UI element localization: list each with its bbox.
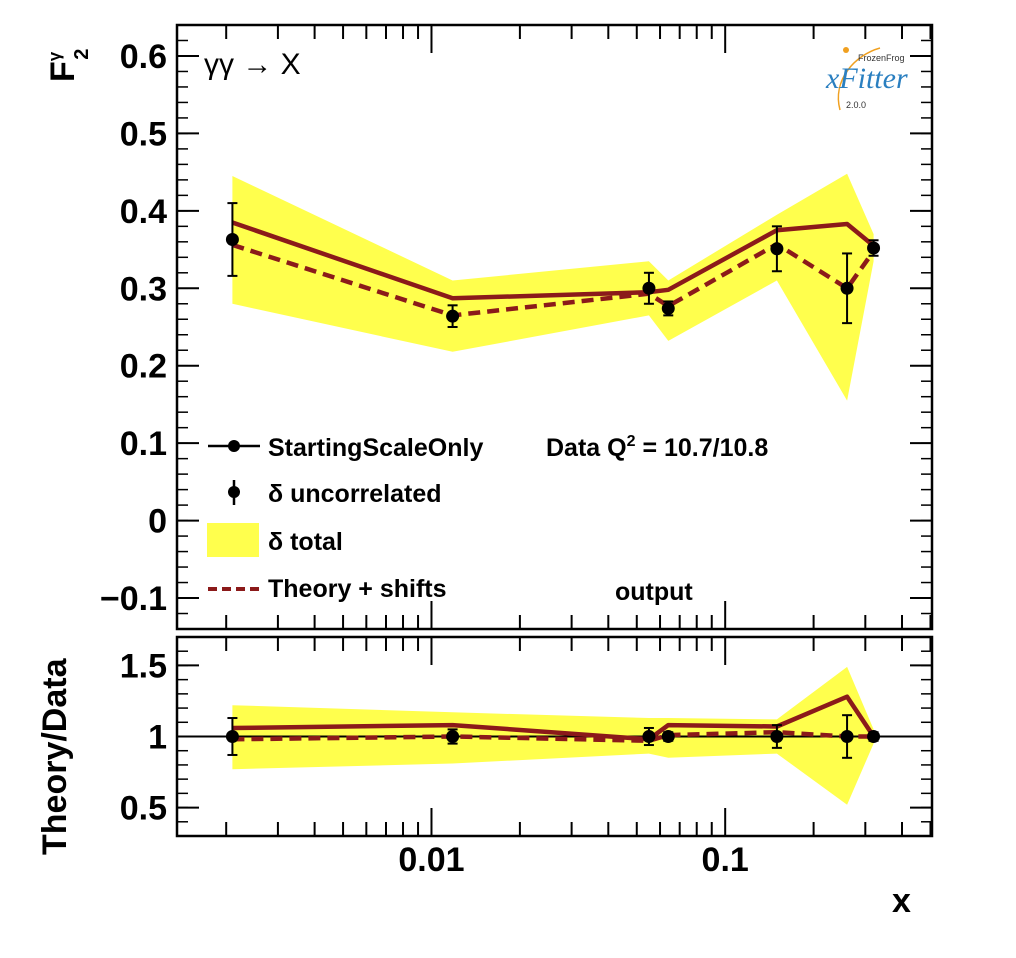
data-point — [642, 726, 656, 747]
data-marker — [770, 242, 784, 256]
y-tick-label: 0.4 — [120, 193, 167, 231]
y-axis-title-bottom: Theory/Data — [36, 657, 74, 855]
logo-main-text: xFitter — [825, 62, 908, 95]
y-tick-label: 0.1 — [120, 425, 167, 463]
y-tick-label: 0.5 — [120, 115, 167, 153]
legend-entry-total: δ total — [207, 523, 343, 557]
data-marker — [642, 730, 656, 743]
y-axis-title-top-sub: 2 — [71, 49, 93, 60]
data-point — [225, 717, 239, 756]
y-tick-label: 1.5 — [120, 647, 167, 685]
xfitter-logo: FrozenFrog xFitter 2.0.0 — [825, 47, 908, 111]
y-tick-label: 0.2 — [120, 348, 167, 386]
x-tick-label: 0.01 — [398, 841, 464, 879]
y-tick-label: 0.6 — [120, 38, 167, 76]
legend-entry-starting-scale: StartingScaleOnly — [208, 434, 483, 462]
y-tick-label: 0.5 — [120, 790, 167, 828]
y-tick-label: 0 — [148, 503, 167, 541]
data-point — [867, 239, 881, 257]
band-area — [232, 173, 874, 401]
legend-entry-uncorrelated: δ uncorrelated — [228, 480, 442, 508]
total-uncertainty-band — [232, 173, 874, 401]
data-marker — [770, 730, 784, 743]
ratio-panel: 0.5 1 1.5 0.01 0.1 Theory/Data x — [36, 635, 934, 920]
data-marker — [867, 730, 881, 743]
legend-marker-swatch — [228, 440, 240, 452]
legend-entry-theory-shifts: Theory + shifts — [208, 575, 447, 603]
data-marker — [661, 301, 675, 315]
legend-label-total: δ total — [268, 528, 343, 556]
data-marker — [642, 281, 656, 295]
data-point — [661, 730, 675, 743]
x-axis-title: x — [892, 882, 911, 920]
data-point — [770, 225, 784, 273]
axis-ticks: −0.1 0 0.1 0.2 0.3 0.4 0.5 0.6 — [100, 24, 932, 630]
legend-label-uncorrelated: δ uncorrelated — [268, 480, 442, 508]
logo-swoosh — [837, 47, 881, 111]
data-marker — [225, 232, 239, 246]
y-axis-title-top-sup: γ — [45, 51, 64, 61]
data-marker — [661, 730, 675, 743]
process-label: γγ → X — [204, 48, 301, 81]
logo-top-text: FrozenFrog — [858, 53, 905, 63]
data-point — [840, 714, 854, 759]
data-point — [225, 202, 239, 277]
legend-label-theory-shifts: Theory + shifts — [268, 575, 447, 603]
top-panel: −0.1 0 0.1 0.2 0.3 0.4 0.5 0.6 γγ → X Fγ 2 Start… — [44, 23, 934, 631]
legend-point-swatch — [228, 486, 240, 498]
x-tick-label: 0.1 — [702, 841, 749, 879]
y-tick-label: 0.3 — [120, 270, 167, 308]
y-tick-label: 1 — [148, 719, 167, 757]
data-marker — [840, 730, 854, 743]
data-marker — [446, 730, 460, 743]
data-point — [840, 252, 854, 325]
legend-band-swatch — [207, 523, 259, 557]
ratio-data-points — [225, 714, 881, 759]
top-plot-frame — [175, 23, 934, 631]
data-marker — [867, 241, 881, 255]
legend-data-header: Data Q2 = 10.7/10.8 — [546, 433, 768, 462]
data-marker — [225, 730, 239, 743]
data-point — [642, 271, 656, 305]
data-marker — [446, 309, 460, 323]
legend-label-starting-scale: StartingScaleOnly — [268, 434, 483, 462]
data-point — [867, 730, 881, 743]
data-points — [225, 202, 881, 328]
series-line-starting-scale — [231, 220, 876, 301]
data-point — [446, 304, 460, 328]
y-axis-title-top: Fγ 2 — [44, 49, 93, 82]
data-point — [446, 728, 460, 745]
series-line-starting-scale — [232, 694, 876, 742]
output-label: output — [615, 578, 693, 606]
data-point — [661, 300, 675, 317]
logo-dot — [843, 47, 849, 53]
y-tick-label: −0.1 — [100, 580, 167, 618]
logo-version: 2.0.0 — [846, 100, 866, 110]
data-marker — [840, 281, 854, 295]
data-point — [770, 724, 784, 749]
legend: StartingScaleOnly Data Q2 = 10.7/10.8 δ … — [207, 433, 768, 606]
bottom-plot-frame — [175, 635, 934, 838]
